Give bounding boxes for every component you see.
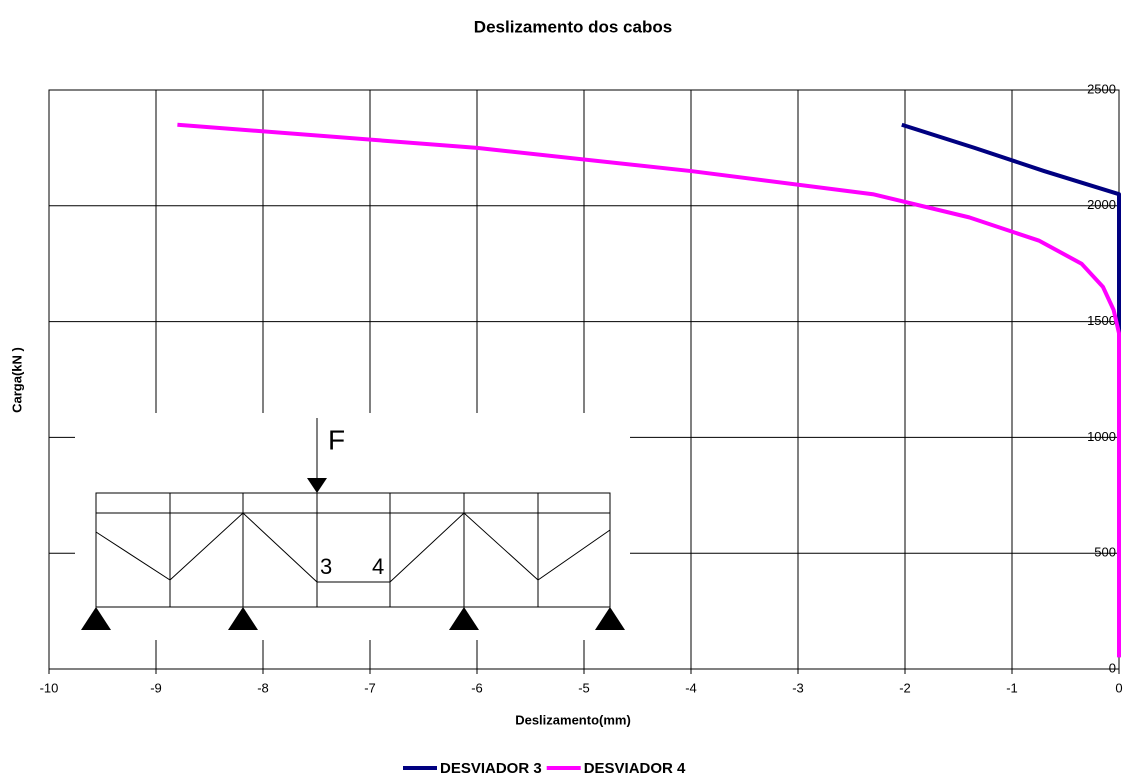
y-tick-label: 2000 (1087, 197, 1116, 212)
support (81, 607, 111, 630)
beam (95, 418, 611, 608)
load-label: F (328, 424, 345, 455)
series-line (901, 122, 1121, 334)
x-tick-label: -2 (899, 680, 911, 695)
x-tick-label: -7 (364, 680, 376, 695)
x-tick-label: -6 (471, 680, 483, 695)
grid: -10 -9 -8 -7 -6 -5 -4 -3 -2 -1 0050010001500200025… (40, 81, 1123, 695)
y-tick-label: 1000 (1087, 429, 1116, 444)
support (595, 607, 625, 630)
y-tick-label: 2500 (1087, 81, 1116, 96)
lines (177, 122, 1121, 658)
legend: DESVIADOR 3 DESVIADOR 4 (403, 760, 686, 777)
y-axis-label: Carga(kN ) (9, 347, 24, 413)
x-tick-label: -9 (150, 680, 162, 695)
x-tick-label: -1 (1006, 680, 1018, 695)
series-line (177, 122, 1121, 658)
x-tick-label: -3 (792, 680, 804, 695)
deviator-label: 3 (320, 554, 332, 579)
x-tick-label: -10 (40, 680, 59, 695)
y-tick-label: 1500 (1087, 313, 1116, 328)
x-tick-label: -5 (578, 680, 590, 695)
support (449, 607, 479, 630)
inset-diagram: F 3 4 (75, 413, 630, 640)
x-axis-label: Deslizamento(mm) (515, 712, 631, 727)
legend-label: DESVIADOR 4 (584, 760, 686, 777)
inset-background (75, 413, 630, 640)
y-tick-label: 500 (1094, 545, 1116, 560)
load-arrow (307, 478, 327, 493)
legend-label: DESVIADOR 3 (440, 760, 542, 777)
x-tick-label: 0 (1115, 680, 1122, 695)
x-tick-label: -4 (685, 680, 697, 695)
chart-title: Deslizamento dos cabos (474, 17, 672, 36)
y-tick-label: 0 (1109, 660, 1116, 675)
x-tick-label: -8 (257, 680, 269, 695)
deviator-label: 4 (372, 554, 384, 579)
support (228, 607, 258, 630)
